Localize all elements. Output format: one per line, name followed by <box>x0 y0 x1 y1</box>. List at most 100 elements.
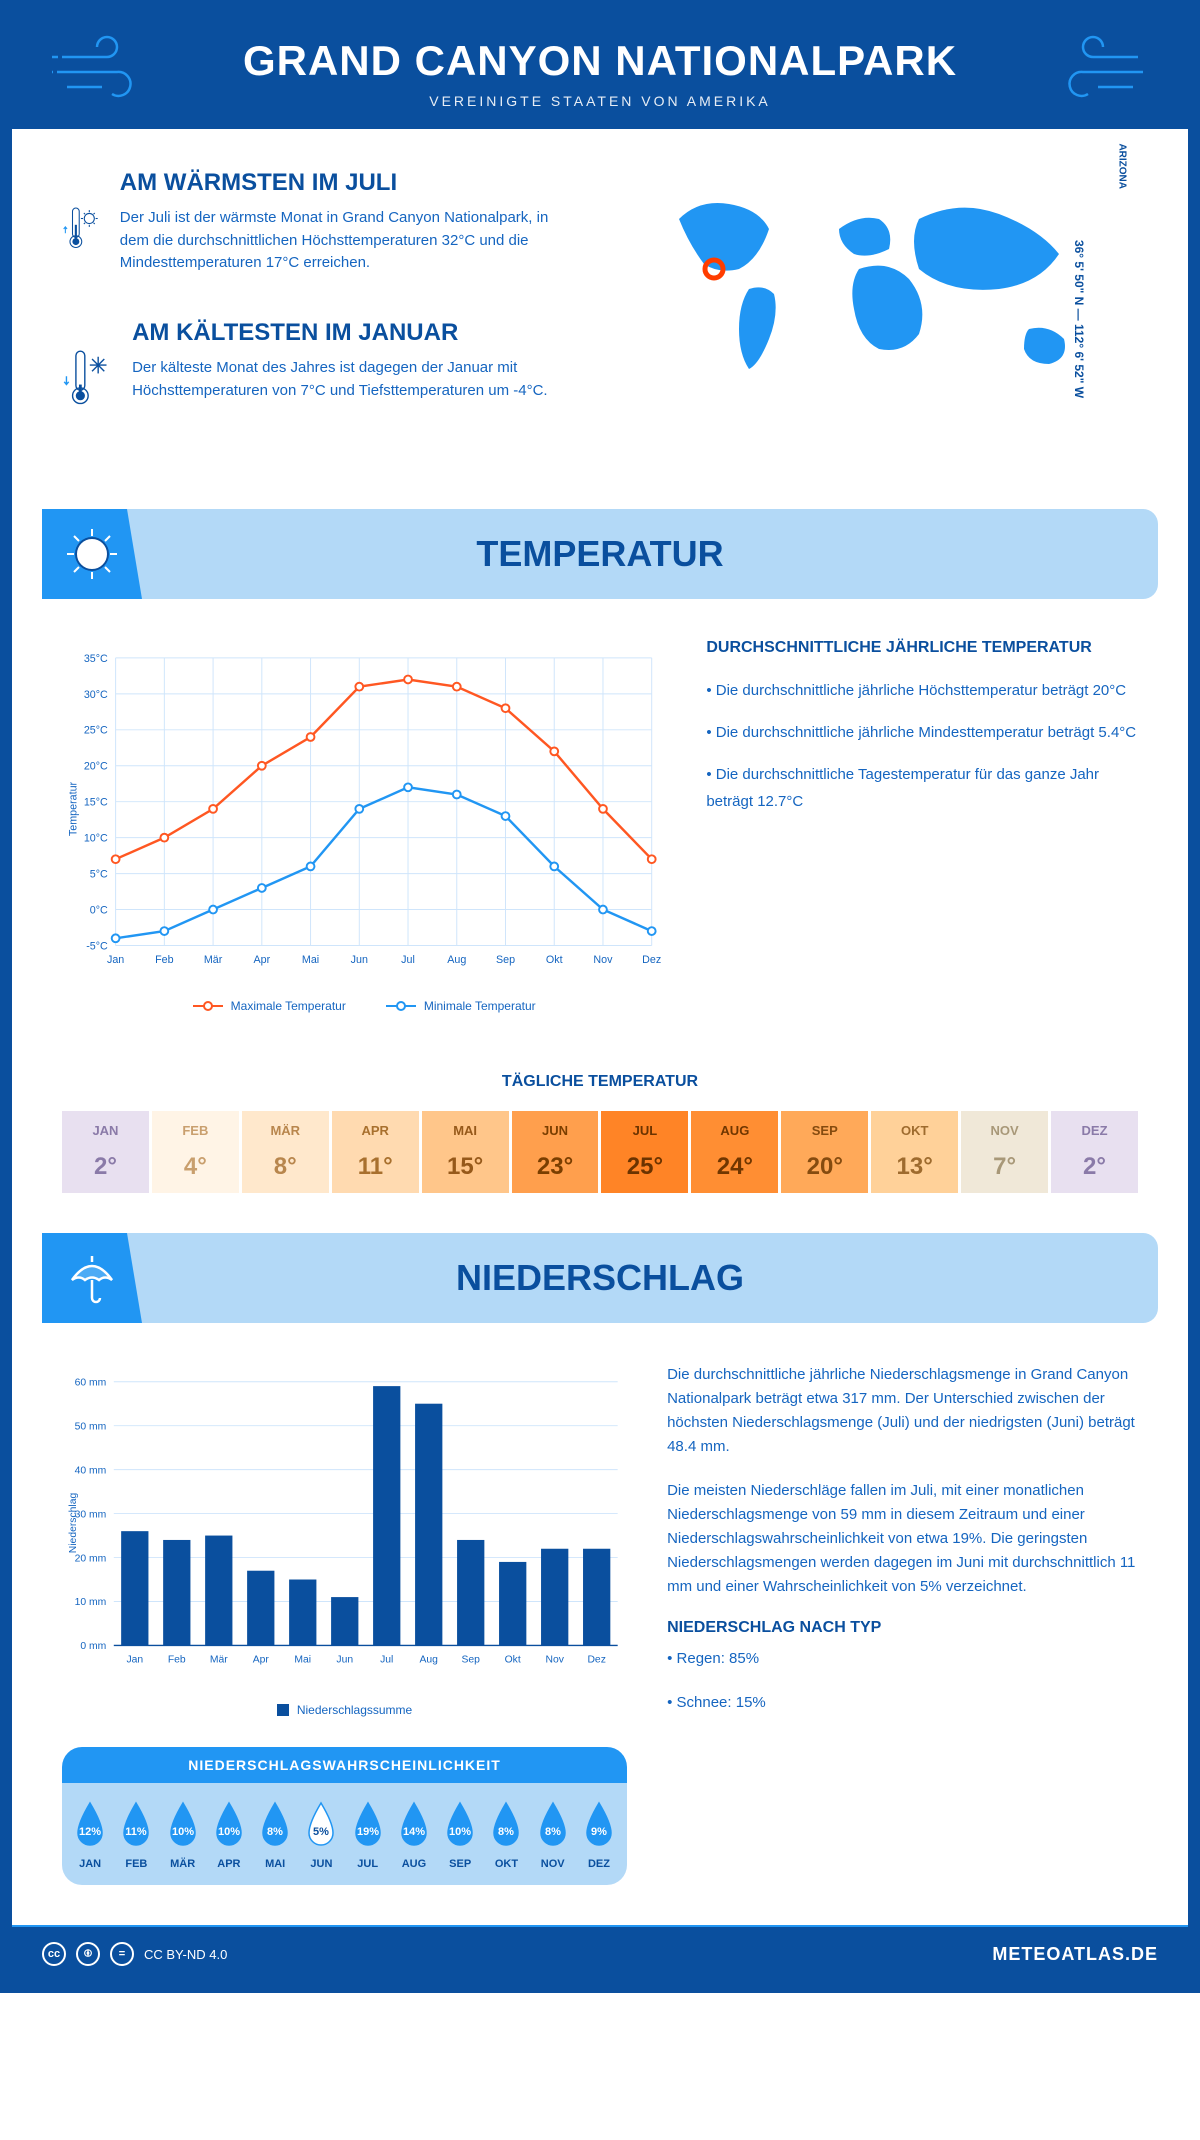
svg-text:Okt: Okt <box>505 1654 521 1665</box>
svg-text:20°C: 20°C <box>84 761 108 773</box>
cc-icon: cc <box>42 1942 66 1966</box>
svg-text:8%: 8% <box>267 1826 283 1838</box>
svg-text:50 mm: 50 mm <box>75 1421 107 1432</box>
probability-cell: 14%AUG <box>391 1798 437 1870</box>
svg-text:Jun: Jun <box>336 1654 353 1665</box>
footer: cc 🅯 = CC BY-ND 4.0 METEOATLAS.DE <box>12 1925 1188 1981</box>
svg-text:19%: 19% <box>357 1826 379 1838</box>
thermometer-cold-icon <box>62 319 112 439</box>
svg-text:Aug: Aug <box>420 1654 439 1665</box>
daily-temp-cell: APR11° <box>332 1111 419 1193</box>
precip-text-1: Die durchschnittliche jährliche Niedersc… <box>667 1363 1138 1459</box>
svg-text:10°C: 10°C <box>84 833 108 845</box>
svg-text:Niederschlag: Niederschlag <box>68 1493 79 1554</box>
daily-temp-title: TÄGLICHE TEMPERATUR <box>12 1073 1188 1091</box>
daily-temp-cell: MÄR8° <box>242 1111 329 1193</box>
intro-section: AM WÄRMSTEN IM JULI Der Juli ist der wär… <box>12 129 1188 509</box>
probability-cell: 10%SEP <box>437 1798 483 1870</box>
precipitation-section-header: NIEDERSCHLAG <box>42 1233 1158 1323</box>
svg-text:60 mm: 60 mm <box>75 1377 107 1388</box>
probability-cell: 11%FEB <box>113 1798 159 1870</box>
temp-bullet: • Die durchschnittliche jährliche Mindes… <box>706 719 1138 746</box>
thermometer-hot-icon <box>62 169 100 289</box>
wind-icon-right <box>1048 32 1148 102</box>
svg-text:Dez: Dez <box>587 1654 605 1665</box>
svg-text:Mär: Mär <box>210 1654 228 1665</box>
daily-temp-cell: DEZ2° <box>1051 1111 1138 1193</box>
svg-text:5°C: 5°C <box>90 868 108 880</box>
page-subtitle: VEREINIGTE STAATEN VON AMERIKA <box>12 93 1188 109</box>
daily-temp-cell: AUG24° <box>691 1111 778 1193</box>
svg-text:11%: 11% <box>126 1826 148 1838</box>
warmest-title: AM WÄRMSTEN IM JULI <box>120 169 580 197</box>
svg-text:Temperatur: Temperatur <box>68 781 80 836</box>
precipitation-info: Die durchschnittliche jährliche Niedersc… <box>667 1363 1138 1885</box>
temp-bullet: • Die durchschnittliche Tagestemperatur … <box>706 761 1138 815</box>
svg-text:Aug: Aug <box>447 954 466 966</box>
warmest-text: Der Juli ist der wärmste Monat in Grand … <box>120 207 580 275</box>
svg-text:Nov: Nov <box>593 954 613 966</box>
probability-box: NIEDERSCHLAGSWAHRSCHEINLICHKEIT 12%JAN11… <box>62 1747 627 1885</box>
svg-text:Feb: Feb <box>155 954 174 966</box>
svg-text:Jan: Jan <box>107 954 124 966</box>
daily-temperature-grid: JAN2°FEB4°MÄR8°APR11°MAI15°JUN23°JUL25°A… <box>62 1111 1138 1193</box>
probability-cell: 8%MAI <box>252 1798 298 1870</box>
svg-text:Sep: Sep <box>461 1654 480 1665</box>
license-text: CC BY-ND 4.0 <box>144 1947 227 1962</box>
precip-type-bullet: • Schnee: 15% <box>667 1691 1138 1715</box>
umbrella-icon <box>42 1233 142 1323</box>
svg-text:10%: 10% <box>172 1826 194 1838</box>
legend-min: Minimale Temperatur <box>424 999 536 1013</box>
probability-cell: 8%OKT <box>483 1798 529 1870</box>
probability-cell: 5%JUN <box>298 1798 344 1870</box>
svg-text:8%: 8% <box>498 1826 514 1838</box>
svg-text:Apr: Apr <box>253 1654 270 1665</box>
temperature-title: TEMPERATUR <box>476 533 823 575</box>
daily-temp-cell: FEB4° <box>152 1111 239 1193</box>
svg-text:40 mm: 40 mm <box>75 1465 107 1476</box>
precip-type-title: NIEDERSCHLAG NACH TYP <box>667 1619 1138 1637</box>
daily-temp-cell: JAN2° <box>62 1111 149 1193</box>
probability-cell: 10%APR <box>206 1798 252 1870</box>
probability-cell: 12%JAN <box>67 1798 113 1870</box>
world-map-panel: ARIZONA 36° 5' 50" N — 112° 6' 52" W <box>620 169 1138 469</box>
coldest-block: AM KÄLTESTEN IM JANUAR Der kälteste Mona… <box>62 319 580 439</box>
svg-text:30°C: 30°C <box>84 689 108 701</box>
svg-text:5%: 5% <box>313 1826 329 1838</box>
svg-text:8%: 8% <box>545 1826 561 1838</box>
temp-bullet: • Die durchschnittliche jährliche Höchst… <box>706 677 1138 704</box>
daily-temp-cell: MAI15° <box>422 1111 509 1193</box>
probability-cell: 8%NOV <box>530 1798 576 1870</box>
svg-text:12%: 12% <box>79 1826 101 1838</box>
svg-text:25°C: 25°C <box>84 725 108 737</box>
svg-text:Jun: Jun <box>351 954 368 966</box>
precip-text-2: Die meisten Niederschläge fallen im Juli… <box>667 1479 1138 1599</box>
probability-cell: 9%DEZ <box>576 1798 622 1870</box>
svg-text:Mai: Mai <box>302 954 319 966</box>
svg-text:10%: 10% <box>218 1826 240 1838</box>
svg-text:10%: 10% <box>449 1826 471 1838</box>
svg-text:10 mm: 10 mm <box>75 1597 107 1608</box>
temperature-section-header: TEMPERATUR <box>42 509 1158 599</box>
svg-text:Apr: Apr <box>253 954 270 966</box>
precipitation-chart: 0 mm10 mm20 mm30 mm40 mm50 mm60 mmNieder… <box>62 1363 627 1717</box>
svg-text:Okt: Okt <box>546 954 563 966</box>
daily-temp-cell: JUL25° <box>601 1111 688 1193</box>
svg-text:Feb: Feb <box>168 1654 186 1665</box>
wind-icon-left <box>52 32 152 102</box>
temp-info-title: DURCHSCHNITTLICHE JÄHRLICHE TEMPERATUR <box>706 639 1138 657</box>
nd-icon: = <box>110 1942 134 1966</box>
svg-text:Jan: Jan <box>126 1654 143 1665</box>
daily-temp-cell: JUN23° <box>512 1111 599 1193</box>
svg-text:9%: 9% <box>591 1826 607 1838</box>
state-label: ARIZONA <box>1117 143 1128 189</box>
coldest-text: Der kälteste Monat des Jahres ist dagege… <box>132 357 580 402</box>
svg-text:0 mm: 0 mm <box>80 1641 106 1652</box>
svg-text:14%: 14% <box>403 1826 425 1838</box>
probability-cell: 10%MÄR <box>160 1798 206 1870</box>
svg-text:Mai: Mai <box>294 1654 311 1665</box>
svg-text:30 mm: 30 mm <box>75 1509 107 1520</box>
svg-text:Jul: Jul <box>380 1654 393 1665</box>
world-map <box>620 169 1138 429</box>
svg-text:15°C: 15°C <box>84 797 108 809</box>
